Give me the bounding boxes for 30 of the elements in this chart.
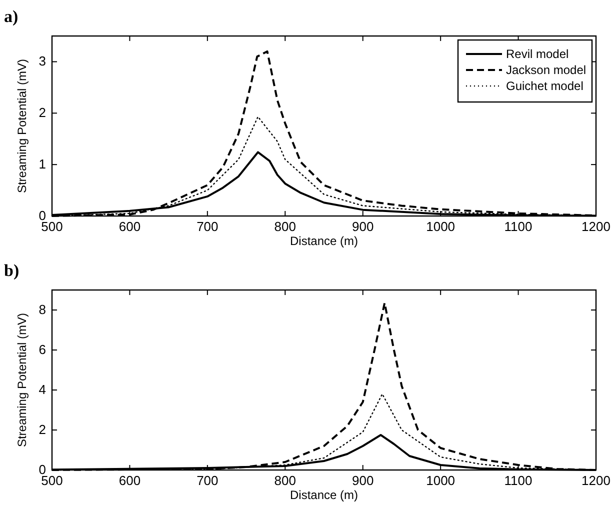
x-tick-label: 1000 (426, 219, 456, 234)
chart-title: a) (4, 7, 18, 26)
y-tick-label: 2 (38, 422, 46, 437)
y-axis-title: Streaming Potential (mV) (15, 312, 29, 448)
x-tick-label: 700 (196, 219, 218, 234)
x-tick-label: 1100 (504, 473, 532, 488)
x-tick-label: 1200 (582, 219, 610, 234)
y-tick-label: 3 (38, 54, 46, 69)
x-axis-title: Distance (m) (290, 488, 358, 502)
y-tick-label: 2 (38, 105, 46, 120)
x-tick-label: 800 (274, 219, 296, 234)
x-tick-label: 600 (118, 219, 141, 234)
y-axis-title: Streaming Potential (mV) (15, 58, 29, 194)
chart-title: b) (4, 261, 20, 280)
x-axis-title: Distance (m) (290, 234, 358, 248)
x-tick-label: 1000 (426, 473, 456, 488)
y-tick-label: 1 (38, 156, 46, 172)
legend-label: Revil model (506, 47, 569, 61)
x-tick-label: 900 (352, 473, 374, 488)
y-tick-label: 8 (38, 302, 46, 317)
y-tick-label: 4 (38, 382, 46, 397)
x-tick-label: 800 (274, 473, 296, 488)
legend-label: Guichet model (506, 79, 584, 93)
x-tick-label: 900 (352, 219, 374, 234)
x-tick-label: 700 (196, 473, 218, 488)
legend-label: Jackson model (506, 63, 586, 77)
x-tick-label: 1200 (582, 473, 610, 488)
x-tick-label: 1100 (504, 219, 532, 234)
y-tick-label: 6 (38, 342, 46, 357)
x-tick-label: 600 (118, 473, 141, 488)
